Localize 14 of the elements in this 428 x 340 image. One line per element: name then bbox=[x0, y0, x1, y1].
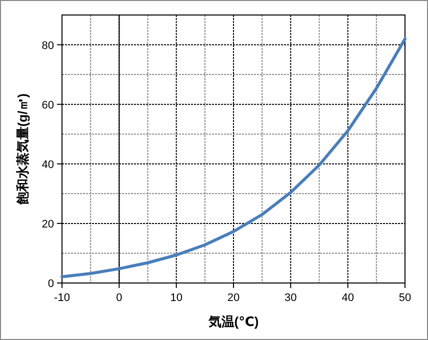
x-tick-label: -10 bbox=[54, 292, 70, 304]
x-tick-label: 30 bbox=[284, 292, 297, 304]
y-tick-label: 80 bbox=[42, 40, 54, 52]
x-tick-label: 20 bbox=[227, 292, 240, 304]
x-tick-label: 50 bbox=[398, 292, 412, 304]
y-tick-label: 60 bbox=[42, 99, 54, 112]
y-tick-label: 40 bbox=[42, 158, 54, 171]
x-tick-label: 0 bbox=[116, 292, 122, 304]
x-tick-label: 10 bbox=[170, 292, 182, 304]
y-tick-label: 20 bbox=[42, 218, 54, 230]
y-axis-title: 飽和水蒸気量(g/㎥) bbox=[15, 93, 30, 206]
y-tick-label: 0 bbox=[48, 278, 54, 290]
x-tick-label: 40 bbox=[342, 292, 354, 304]
x-axis-title: 気温(℃) bbox=[207, 314, 259, 329]
